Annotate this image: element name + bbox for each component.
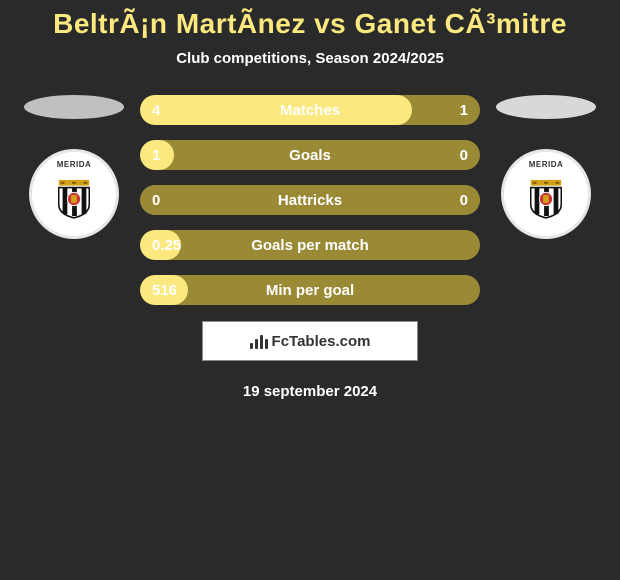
stat-label: Goals <box>289 147 331 164</box>
stat-label: Matches <box>280 102 340 119</box>
stat-right-value: 1 <box>460 102 468 119</box>
stat-left-value: 0 <box>152 192 160 209</box>
shield-icon <box>55 176 93 220</box>
player-right-ellipse <box>496 95 596 119</box>
brand-box[interactable]: FcTables.com <box>202 321 418 361</box>
comparison-row: MERIDA 4 Ma <box>0 95 620 305</box>
club-badge-right: MERIDA <box>501 149 591 239</box>
stat-left-value: 1 <box>152 147 160 164</box>
stat-label: Hattricks <box>278 192 342 209</box>
shield-icon <box>527 176 565 220</box>
stat-bar-goals: 1 Goals 0 <box>140 140 480 170</box>
stat-fill <box>140 95 412 125</box>
stat-left-value: 0.25 <box>152 237 181 254</box>
stat-left-value: 4 <box>152 102 160 119</box>
stat-bar-matches: 4 Matches 1 <box>140 95 480 125</box>
stat-right-value: 0 <box>460 147 468 164</box>
club-badge-left: MERIDA <box>29 149 119 239</box>
stat-right-value: 0 <box>460 192 468 209</box>
club-badge-left-label: MERIDA <box>57 160 92 169</box>
page-title: BeltrÃ¡n MartÃ­nez vs Ganet CÃ³mitre <box>0 8 620 40</box>
stat-left-value: 516 <box>152 282 177 299</box>
player-right-col: MERIDA <box>494 95 598 239</box>
stat-bar-hattricks: 0 Hattricks 0 <box>140 185 480 215</box>
stat-bar-min-per-goal: 516 Min per goal <box>140 275 480 305</box>
player-left-col: MERIDA <box>22 95 126 239</box>
stat-bar-goals-per-match: 0.25 Goals per match <box>140 230 480 260</box>
club-badge-right-label: MERIDA <box>529 160 564 169</box>
date-text: 19 september 2024 <box>0 383 620 400</box>
subtitle: Club competitions, Season 2024/2025 <box>0 50 620 67</box>
stat-label: Min per goal <box>266 282 354 299</box>
player-left-ellipse <box>24 95 124 119</box>
stat-label: Goals per match <box>251 237 369 254</box>
stats-column: 4 Matches 1 1 Goals 0 0 Hattricks 0 0.25… <box>140 95 480 305</box>
bar-chart-icon <box>250 333 268 349</box>
brand-text: FcTables.com <box>272 333 371 350</box>
